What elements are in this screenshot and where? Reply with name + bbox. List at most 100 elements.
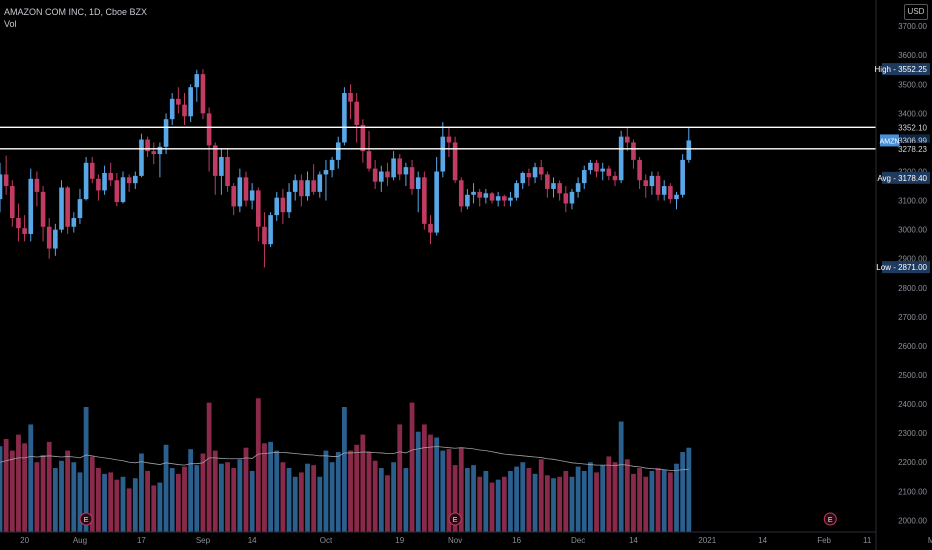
- candle-body: [317, 174, 323, 192]
- volume-bar: [175, 473, 181, 532]
- volume-bar: [360, 434, 366, 532]
- volume-bar: [243, 447, 249, 532]
- time-tick-label: 14: [248, 536, 257, 545]
- candle-body: [661, 186, 667, 195]
- volume-bar: [575, 466, 581, 532]
- time-tick-label: 19: [395, 536, 404, 545]
- volume-bar: [532, 473, 538, 532]
- volume-bar: [298, 472, 304, 532]
- candle-body: [643, 180, 649, 187]
- volume-bar: [348, 450, 353, 532]
- volume-bar: [292, 476, 298, 532]
- candle-body: [545, 174, 550, 189]
- candle-body: [256, 190, 261, 227]
- candle-body: [631, 142, 636, 160]
- volume-bar: [65, 450, 71, 532]
- symbol-line: AMAZON COM INC, 1D, Cboe BZX: [4, 7, 148, 17]
- volume-bar: [526, 468, 532, 532]
- chart-header: AMAZON COM INC, 1D, Cboe BZX Vol: [4, 6, 147, 30]
- volume-bar: [46, 441, 52, 532]
- volume-bar: [89, 456, 95, 532]
- candle-body: [489, 193, 495, 201]
- volume-bar: [231, 468, 237, 532]
- price-tick-label: 3500.00: [898, 80, 927, 89]
- volume-bar: [188, 449, 194, 532]
- volume-bar: [132, 478, 138, 532]
- candle-body: [212, 145, 218, 176]
- volume-bar: [0, 446, 3, 532]
- volume-bar: [102, 473, 107, 532]
- volume-bar: [249, 470, 255, 532]
- candle-body: [532, 167, 538, 178]
- volume-bar: [391, 462, 396, 532]
- candle-body: [520, 172, 526, 184]
- volume-bar: [52, 468, 58, 532]
- stat-label-bg: [882, 171, 930, 184]
- currency-button[interactable]: USD: [904, 4, 928, 20]
- volume-bar: [305, 463, 310, 532]
- price-tick-label: 2600.00: [898, 342, 927, 351]
- time-tick-label: Sep: [196, 536, 211, 545]
- candle-body: [335, 142, 341, 160]
- volume-bar: [612, 462, 618, 532]
- candle-body: [569, 191, 575, 204]
- candle-body: [680, 159, 685, 195]
- volume-bar: [415, 431, 421, 532]
- volume-bar: [686, 447, 692, 532]
- volume-bar: [311, 465, 317, 532]
- candle-body: [22, 228, 27, 235]
- volume-bar: [40, 454, 46, 532]
- candle-body: [323, 170, 329, 175]
- candle-body: [108, 172, 113, 181]
- volume-average-line: [0, 446, 689, 471]
- earnings-marker: [823, 512, 837, 526]
- candle-body: [16, 218, 21, 229]
- candle-body: [551, 183, 556, 189]
- candle-body: [508, 197, 513, 201]
- candle-body: [46, 226, 52, 249]
- candle-body: [262, 226, 267, 245]
- candle-body: [391, 158, 396, 178]
- candle-body: [206, 113, 212, 146]
- volume-bar: [501, 476, 507, 532]
- candle-body: [477, 191, 482, 198]
- volume-bar: [495, 479, 501, 532]
- earnings-marker-label: E: [84, 517, 89, 524]
- price-tick-label: 2800.00: [898, 284, 927, 293]
- time-tick-label: 14: [629, 536, 638, 545]
- candle-body: [329, 159, 335, 171]
- volume-bar: [600, 465, 606, 532]
- candle-body: [440, 136, 446, 172]
- volume-bar: [194, 465, 200, 532]
- volume-bar: [588, 462, 593, 532]
- volume-bar: [126, 488, 132, 532]
- candle-body: [305, 180, 310, 197]
- candle-body: [71, 218, 77, 227]
- candle-body: [342, 93, 347, 143]
- volume-bar: [563, 470, 569, 532]
- volume-bar: [3, 438, 9, 532]
- volume-bar: [16, 434, 21, 532]
- time-tick-label: Nov: [448, 536, 462, 545]
- stat-label: Low - 2871.00: [876, 263, 927, 272]
- volume-bar: [624, 459, 630, 532]
- time-tick-label: 17: [137, 536, 146, 545]
- candle-body: [538, 167, 544, 175]
- volume-bar: [157, 482, 163, 532]
- volume-bar: [483, 470, 489, 532]
- price-tick-label: 3600.00: [898, 51, 927, 60]
- candle-body: [686, 140, 692, 160]
- volume-bar: [255, 398, 261, 532]
- volume-bar: [643, 476, 649, 532]
- volume-bar: [544, 475, 550, 532]
- candle-body: [588, 162, 593, 171]
- candle-body: [348, 93, 353, 102]
- price-tick-label: 3700.00: [898, 22, 927, 31]
- volume-bar: [538, 459, 544, 532]
- volume-bar: [212, 450, 218, 532]
- volume-bar: [329, 462, 335, 532]
- volume-bar: [120, 476, 126, 532]
- candle-body: [385, 171, 390, 178]
- volume-bar: [262, 443, 267, 532]
